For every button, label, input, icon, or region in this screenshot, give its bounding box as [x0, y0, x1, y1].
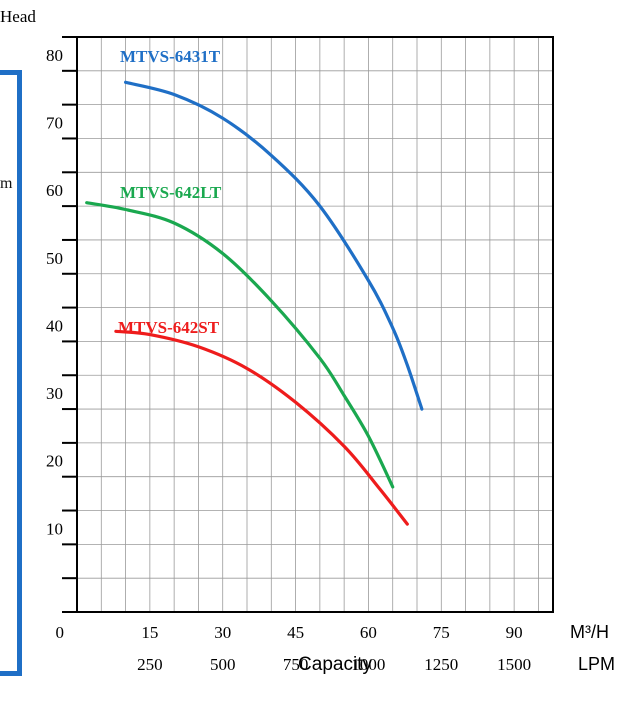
x-tick-label-m3h: 75	[433, 623, 450, 642]
x-unit-lpm: LPM	[578, 654, 615, 674]
y-axis-ticks: 0 10 20 30 40 50 60 70 80	[46, 36, 77, 642]
y-tick-label: 60	[46, 181, 63, 200]
y-tick-label: 30	[46, 384, 63, 403]
x-tick-label-lpm: 500	[210, 655, 236, 674]
series-line-mtvs-642lt	[85, 201, 395, 489]
y-tick-label: 50	[46, 249, 63, 268]
series-labels: MTVS-6431T MTVS-642LT MTVS-642ST	[118, 47, 222, 337]
side-panel-label: m	[0, 175, 13, 192]
y-tick-label: 0	[56, 623, 65, 642]
x-tick-label-lpm: 1250	[424, 655, 458, 674]
series-label-mtvs-642lt: MTVS-642LT	[120, 183, 222, 202]
x-tick-label-lpm: 1000	[351, 655, 385, 674]
x-unit-m3h: M³/H	[570, 622, 609, 642]
series-label-mtvs-642st: MTVS-642ST	[118, 318, 220, 337]
x-tick-label-m3h: 45	[287, 623, 304, 642]
x-tick-label-lpm: 750	[283, 655, 309, 674]
y-tick-label: 40	[46, 316, 63, 335]
side-panel-frame	[0, 70, 22, 676]
y-tick-label: 80	[46, 46, 63, 65]
x-axis-tick-labels: 15 30 45 60 75 90 250 500 750 1000 1250 1500	[137, 623, 531, 674]
y-tick-label: 10	[46, 519, 63, 538]
x-tick-label-lpm: 250	[137, 655, 163, 674]
x-tick-label-m3h: 60	[360, 623, 377, 642]
x-axis-title: Capacity	[298, 654, 372, 675]
series-line-mtvs-642st	[114, 329, 409, 526]
x-tick-label-m3h: 90	[506, 623, 523, 642]
y-tick-label: 70	[46, 113, 63, 132]
y-tick-label: 20	[46, 452, 63, 471]
series-label-mtvs-6431t: MTVS-6431T	[120, 47, 221, 66]
pump-curves	[85, 80, 424, 526]
x-tick-label-lpm: 1500	[497, 655, 531, 674]
x-tick-label-m3h: 30	[214, 623, 231, 642]
plot-area-frame	[76, 36, 554, 613]
y-axis-title: Head	[0, 7, 36, 26]
series-line-mtvs-6431t	[124, 80, 424, 411]
x-tick-label-m3h: 15	[141, 623, 158, 642]
